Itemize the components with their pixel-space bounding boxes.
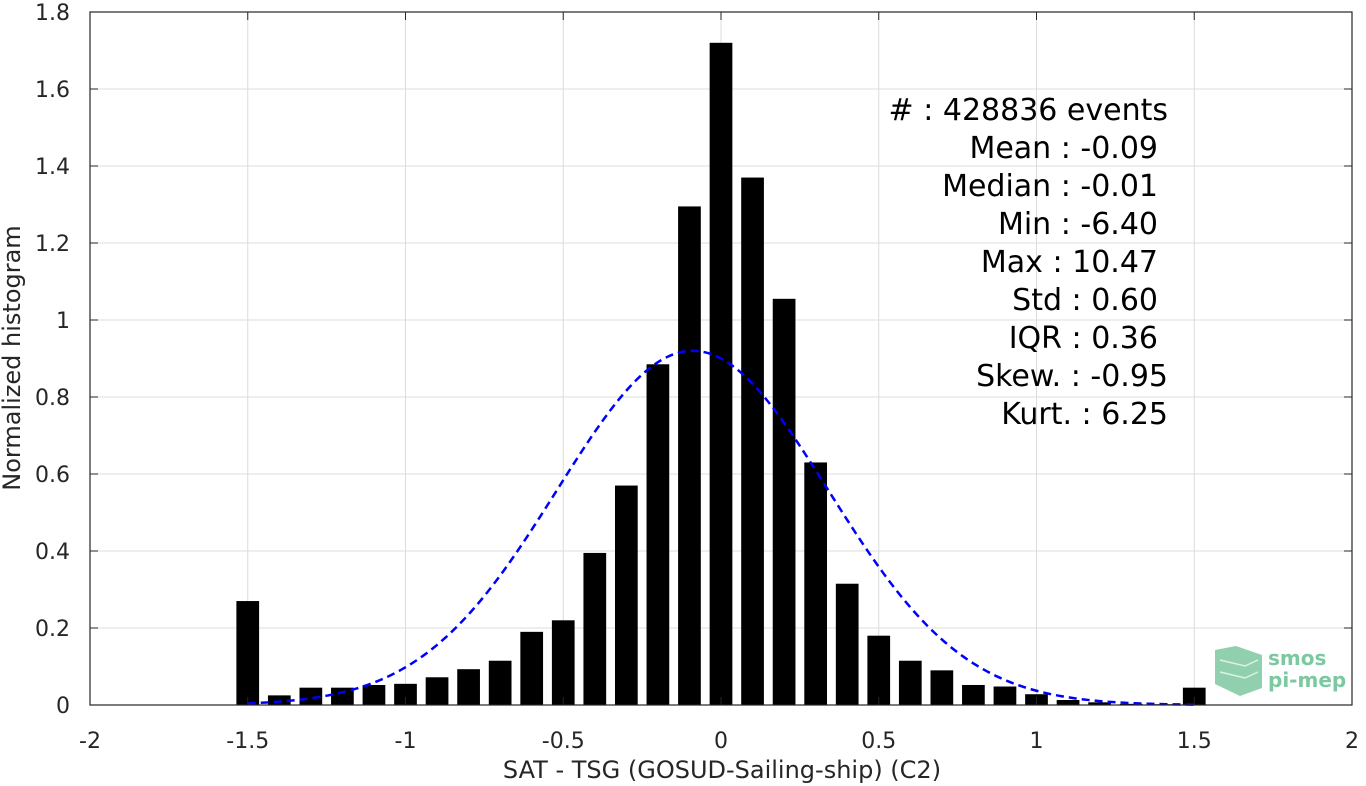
histogram-bar: [551, 620, 575, 705]
histogram-bars: [236, 42, 1206, 706]
y-tick-label: 1.6: [35, 78, 70, 103]
histogram-bar: [709, 42, 733, 706]
stats-line: Median : -0.01: [942, 169, 1158, 204]
logo-mark: [1215, 646, 1262, 696]
x-tick-label: 1.5: [1177, 729, 1212, 754]
y-axis-label: Normalized histogram: [0, 225, 26, 490]
histogram-bar: [646, 364, 670, 705]
histogram-bar: [772, 298, 796, 705]
logo-text-pimep: pi-mep: [1268, 668, 1346, 692]
y-tick-label: 1.8: [35, 1, 70, 26]
smos-pimep-logo: smos pi-mep: [1215, 646, 1346, 696]
x-tick-label: 0.5: [861, 729, 896, 754]
histogram-bar: [1088, 702, 1111, 705]
histogram-bar: [520, 631, 544, 705]
histogram-bar: [299, 687, 323, 705]
histogram-bar: [835, 583, 859, 705]
histogram-bar: [267, 695, 291, 705]
y-tick-label: 0.6: [35, 463, 70, 488]
histogram-bar: [362, 684, 386, 705]
stats-line: Min : -6.40: [998, 207, 1158, 242]
y-tick-label: 1.2: [35, 232, 70, 257]
stats-line: Max : 10.47: [981, 245, 1158, 280]
histogram-bar: [962, 684, 985, 705]
y-tick-label: 1.4: [35, 155, 70, 180]
y-tick-label: 0.4: [35, 540, 70, 565]
histogram-bar: [488, 660, 512, 705]
x-tick-label: 0: [714, 729, 728, 754]
histogram-bar: [993, 686, 1017, 705]
x-tick-label: 2: [1345, 729, 1359, 754]
histogram-bar: [331, 687, 354, 705]
histogram-bar: [741, 177, 764, 706]
histogram-bar: [425, 677, 449, 705]
histogram-bar: [583, 552, 607, 705]
x-axis-ticks: -2 -1.5 -1 -0.5 0 0.5 1 1.5 2: [79, 12, 1359, 754]
y-axis-ticks: 0 0.2 0.4 0.6 0.8 1 1.2 1.4 1.6 1.8: [35, 1, 1352, 719]
histogram-bar: [457, 669, 480, 705]
x-tick-label: 1: [1030, 729, 1044, 754]
y-tick-label: 1: [56, 309, 70, 334]
stats-line: Mean : -0.09: [969, 131, 1158, 166]
y-tick-label: 0: [56, 694, 70, 719]
logo-mark-stripes-2: [1219, 671, 1259, 679]
histogram-bar: [867, 635, 891, 705]
stats-line: Kurt. : 6.25: [1001, 397, 1168, 432]
x-tick-label: -1: [395, 729, 417, 754]
histogram-bar: [930, 670, 954, 705]
histogram-bar: [678, 206, 701, 706]
histogram-bar: [236, 601, 260, 705]
histogram-bar: [394, 683, 417, 705]
stats-line: # : 428836 events: [889, 93, 1168, 128]
histogram-bar: [1056, 699, 1080, 705]
logo-mark-stripes: [1219, 659, 1259, 667]
histogram-bar: [614, 485, 638, 705]
histogram-bar: [1182, 687, 1206, 705]
gaussian-fit-curve: [247, 349, 1195, 706]
histogram-bar: [898, 660, 922, 705]
x-axis-label: SAT - TSG (GOSUD-Sailing-ship) (C2): [503, 756, 941, 784]
x-tick-label: -2: [79, 729, 101, 754]
histogram-bar: [804, 462, 828, 705]
stats-line: IQR : 0.36: [1009, 321, 1158, 356]
x-tick-label: -0.5: [542, 729, 585, 754]
y-tick-label: 0.8: [35, 386, 70, 411]
stats-line: Std : 0.60: [1012, 283, 1158, 318]
logo-text-smos: smos: [1268, 646, 1326, 670]
x-tick-label: -1.5: [226, 729, 269, 754]
y-tick-label: 0.2: [35, 617, 70, 642]
stats-line: Skew. : -0.95: [976, 359, 1168, 394]
